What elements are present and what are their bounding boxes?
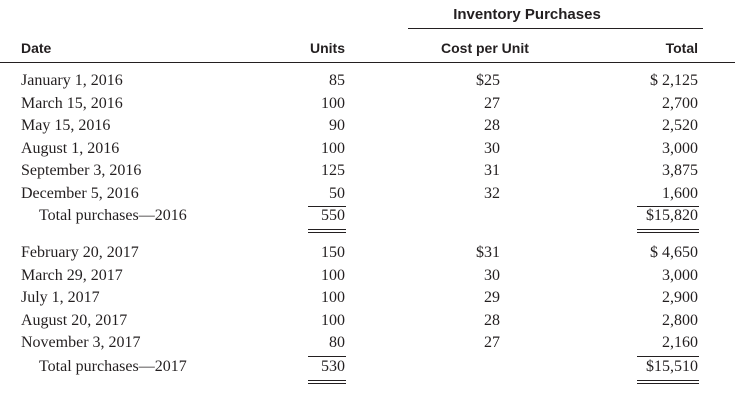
total-double-rule xyxy=(637,232,699,233)
row-cost-per-unit: $25 xyxy=(476,72,500,89)
row-units: 100 xyxy=(321,266,345,284)
row-units: 80 xyxy=(329,334,345,351)
row-units: 125 xyxy=(321,162,345,179)
row-cost-per-unit: $31 xyxy=(476,244,500,261)
total-double-rule xyxy=(637,380,699,381)
row-total: 1,600 xyxy=(662,184,698,202)
row-date: November 3, 2017 xyxy=(21,334,141,351)
row-date: December 5, 2016 xyxy=(21,184,139,202)
row-date: August 20, 2017 xyxy=(21,311,128,329)
row-cost-per-unit: 27 xyxy=(484,94,500,112)
row-cost-per-unit: 28 xyxy=(484,311,500,329)
row-date: August 1, 2016 xyxy=(21,139,120,157)
row-total: 2,900 xyxy=(662,289,698,306)
subtotal-units: 550 xyxy=(321,207,345,224)
column-header-units: Units xyxy=(310,40,345,56)
row-total: 3,875 xyxy=(662,162,698,179)
row-total: 2,700 xyxy=(662,94,698,112)
table-row: May 15, 2016 90 28 2,520 xyxy=(0,115,735,137)
row-units: 100 xyxy=(321,311,345,329)
subtotal-label: Total purchases—2017 xyxy=(39,358,187,375)
table-row: November 3, 2017 80 27 2,160 xyxy=(0,332,735,354)
row-units: 50 xyxy=(329,184,345,202)
group-title-rule xyxy=(408,28,703,29)
row-date: July 1, 2017 xyxy=(21,289,100,306)
row-date: September 3, 2016 xyxy=(21,162,142,179)
row-units: 100 xyxy=(321,94,345,112)
row-units: 100 xyxy=(321,289,345,306)
table-row: August 1, 2016 100 30 3,000 xyxy=(0,138,735,160)
row-total: 3,000 xyxy=(662,266,698,284)
subtotal-row: Total purchases—2016 550 $15,820 xyxy=(0,205,735,227)
row-cost-per-unit: 28 xyxy=(484,117,500,134)
row-cost-per-unit: 31 xyxy=(484,162,500,179)
total-subtotal-rule xyxy=(637,206,699,207)
subtotal-row: Total purchases—2017 530 $15,510 xyxy=(0,356,735,378)
subtotal-total: $15,820 xyxy=(646,207,698,224)
units-subtotal-rule xyxy=(308,356,346,357)
units-double-rule xyxy=(308,383,346,384)
total-double-rule xyxy=(637,383,699,384)
row-cost-per-unit: 30 xyxy=(484,139,500,157)
row-date: March 15, 2016 xyxy=(21,94,123,112)
column-header-total: Total xyxy=(665,40,698,56)
subtotal-label: Total purchases—2016 xyxy=(39,207,187,224)
row-cost-per-unit: 29 xyxy=(484,289,500,306)
column-header-cost-per-unit: Cost per Unit xyxy=(441,40,529,56)
row-total: $ 2,125 xyxy=(650,72,698,89)
units-double-rule xyxy=(308,229,346,230)
subtotal-units: 530 xyxy=(321,358,345,375)
total-subtotal-rule xyxy=(637,356,699,357)
table-group-title: Inventory Purchases xyxy=(453,6,601,23)
table-row: September 3, 2016 125 31 3,875 xyxy=(0,160,735,182)
table-row: January 1, 2016 85 $25 $ 2,125 xyxy=(0,70,735,92)
row-date: March 29, 2017 xyxy=(21,266,123,284)
row-cost-per-unit: 32 xyxy=(484,184,500,202)
row-units: 90 xyxy=(329,117,345,134)
row-cost-per-unit: 27 xyxy=(484,334,500,351)
row-total: 2,800 xyxy=(662,311,698,329)
column-header-date: Date xyxy=(21,40,52,56)
row-total: 2,160 xyxy=(662,334,698,351)
table-row: March 15, 2016 100 27 2,700 xyxy=(0,93,735,115)
row-total: $ 4,650 xyxy=(650,244,698,261)
table-row: February 20, 2017 150 $31 $ 4,650 xyxy=(0,242,735,264)
header-rule xyxy=(0,62,735,63)
subtotal-total: $15,510 xyxy=(646,358,698,375)
units-subtotal-rule xyxy=(308,206,346,207)
total-double-rule xyxy=(637,229,699,230)
row-total: 3,000 xyxy=(662,139,698,157)
table-row: August 20, 2017 100 28 2,800 xyxy=(0,310,735,332)
row-units: 100 xyxy=(321,139,345,157)
row-date: May 15, 2016 xyxy=(21,117,111,134)
row-units: 150 xyxy=(321,244,345,261)
row-total: 2,520 xyxy=(662,117,698,134)
units-double-rule xyxy=(308,380,346,381)
row-cost-per-unit: 30 xyxy=(484,266,500,284)
table-row: July 1, 2017 100 29 2,900 xyxy=(0,287,735,309)
table-row: December 5, 2016 50 32 1,600 xyxy=(0,183,735,205)
units-double-rule xyxy=(308,232,346,233)
row-units: 85 xyxy=(329,72,345,89)
row-date: February 20, 2017 xyxy=(21,244,139,261)
row-date: January 1, 2016 xyxy=(21,72,123,89)
table-row: March 29, 2017 100 30 3,000 xyxy=(0,265,735,287)
